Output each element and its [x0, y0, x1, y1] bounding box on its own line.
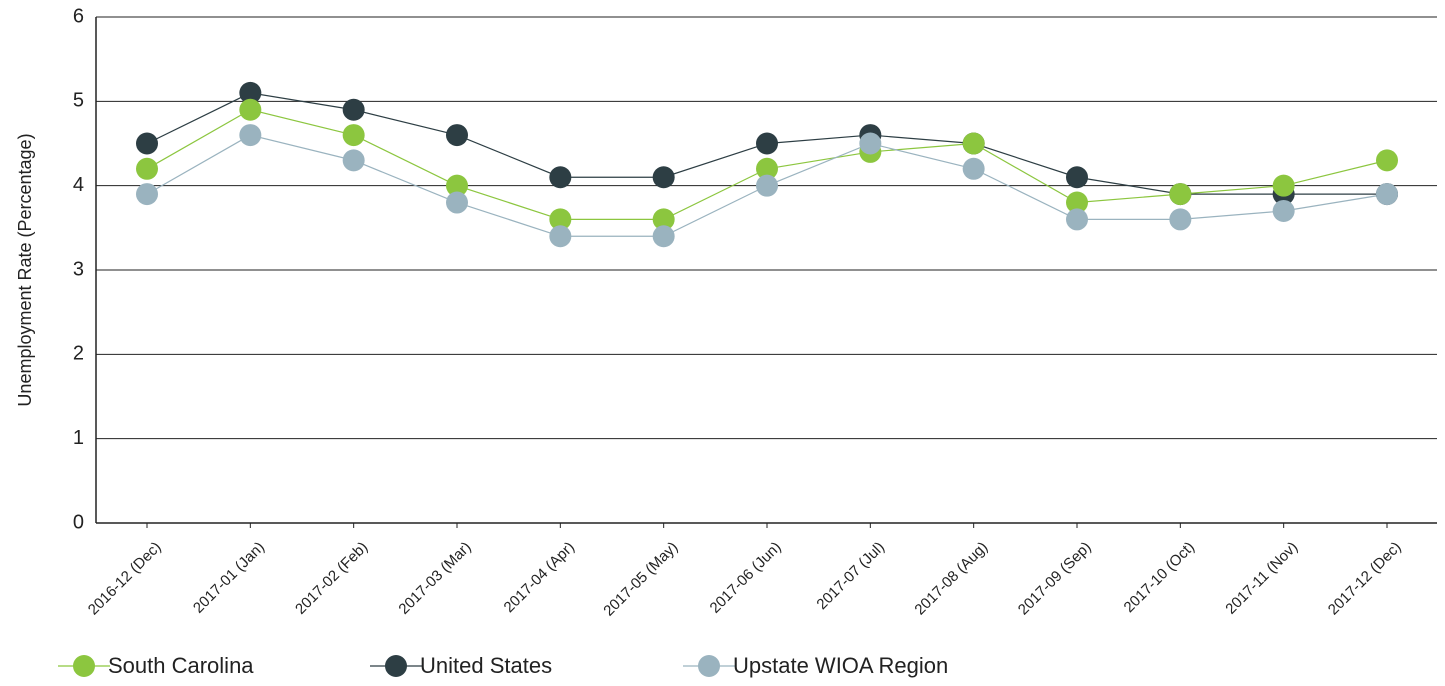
data-point [1376, 149, 1398, 172]
data-point [859, 132, 882, 155]
data-point [1066, 191, 1088, 214]
x-tick-label: 2017-11 (Nov) [1222, 539, 1301, 618]
data-point [962, 132, 985, 155]
legend-marker [698, 655, 720, 677]
legend-marker [385, 655, 407, 677]
y-tick-label: 3 [73, 258, 84, 280]
data-point [446, 191, 468, 214]
data-point [446, 174, 468, 197]
y-tick-label: 0 [73, 511, 84, 533]
data-point [549, 208, 572, 231]
data-point [342, 98, 365, 121]
x-tick-label: 2017-04 (Apr) [500, 539, 577, 616]
data-point [136, 132, 158, 155]
x-tick-label: 2017-02 (Feb) [292, 539, 371, 618]
legend-marker [73, 655, 95, 677]
x-tick-label: 2017-01 (Jan) [190, 539, 268, 617]
x-tick-label: 2017-06 (Jun) [707, 539, 785, 617]
data-point [962, 157, 985, 180]
data-point [239, 124, 262, 147]
legend-label: Upstate WIOA Region [733, 653, 948, 678]
data-point [756, 132, 778, 155]
legend-label: South Carolina [108, 653, 254, 678]
x-tick-label: 2017-08 (Aug) [911, 539, 991, 619]
x-tick-label: 2016-12 (Dec) [85, 539, 165, 619]
data-point [1376, 183, 1398, 206]
data-point [1272, 174, 1295, 197]
data-point [549, 225, 572, 248]
data-point [136, 157, 158, 180]
y-tick-label: 5 [73, 90, 84, 112]
data-point [756, 157, 778, 180]
data-point [1066, 166, 1088, 189]
data-point [239, 81, 262, 104]
data-point [136, 183, 158, 206]
data-point [446, 124, 468, 147]
data-point [652, 225, 675, 248]
data-point [1169, 183, 1192, 206]
y-tick-label: 4 [73, 174, 84, 196]
data-point [549, 166, 572, 189]
x-tick-label: 2017-12 (Dec) [1325, 539, 1405, 619]
data-point [756, 174, 778, 197]
data-point [239, 98, 262, 121]
x-tick-label: 2017-10 (Oct) [1121, 539, 1198, 616]
x-tick-label: 2017-09 (Sep) [1015, 539, 1095, 619]
data-point [1272, 199, 1295, 222]
y-tick-label: 1 [73, 427, 84, 449]
data-point [652, 166, 675, 189]
data-point [342, 149, 365, 172]
data-point [1169, 208, 1192, 231]
y-tick-label: 6 [73, 5, 84, 27]
y-axis-label: Unemployment Rate (Percentage) [15, 133, 35, 406]
x-tick-label: 2017-07 (Jul) [813, 539, 888, 614]
y-tick-label: 2 [73, 343, 84, 365]
data-point [652, 208, 675, 231]
x-tick-label: 2017-05 (May) [600, 539, 681, 620]
data-point [1066, 208, 1088, 231]
x-tick-label: 2017-03 (Mar) [395, 539, 474, 618]
data-point [342, 124, 365, 147]
legend-label: United States [420, 653, 552, 678]
